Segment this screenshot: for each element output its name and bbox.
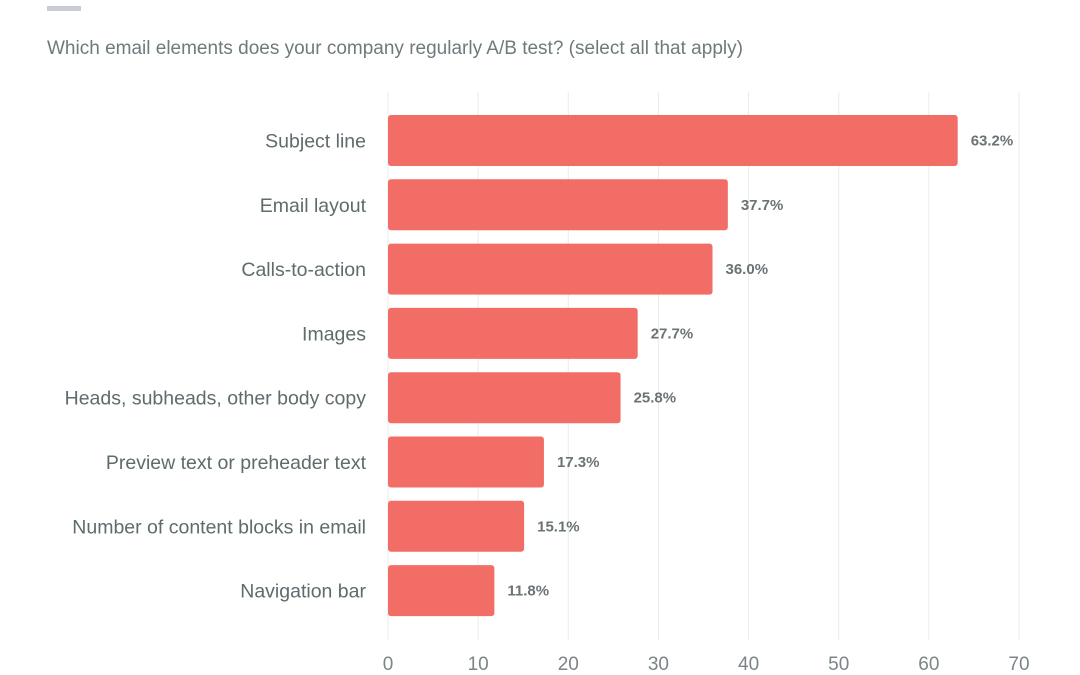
x-tick-label: 0 (383, 654, 394, 675)
chart-question: Which email elements does your company r… (47, 38, 743, 59)
value-labels: 63.2% 37.7% 36.0% 27.7% 25.8% 17.3% 15.1% 11.8% (507, 133, 1013, 600)
x-tick-label: 10 (468, 654, 489, 675)
value-label: 63.2% (971, 133, 1014, 150)
category-label: Preview text or preheader text (106, 452, 367, 474)
x-tick-label: 70 (1008, 654, 1029, 675)
x-tick-label: 40 (738, 654, 759, 675)
bar (388, 565, 495, 617)
gridlines (387, 92, 1020, 640)
category-label: Email layout (260, 195, 367, 217)
bar (388, 436, 544, 488)
category-labels: Subject line Email layout Calls-to-action I… (65, 131, 367, 603)
bar (388, 179, 728, 231)
x-tick-label: 50 (828, 654, 849, 675)
value-label: 15.1% (537, 518, 580, 535)
value-label: 27.7% (651, 325, 694, 342)
value-label: 17.3% (557, 454, 600, 471)
top-accent-bar (47, 6, 81, 11)
bar (388, 372, 621, 424)
value-label: 25.8% (634, 390, 677, 407)
x-tick-label: 60 (918, 654, 939, 675)
category-label: Images (302, 323, 366, 345)
x-axis-ticks: 0 10 20 30 40 50 60 70 (383, 654, 1030, 675)
bar (388, 307, 638, 359)
value-label: 37.7% (741, 197, 784, 214)
bar (388, 243, 713, 295)
category-label: Number of content blocks in email (72, 516, 366, 538)
category-label: Navigation bar (240, 581, 366, 603)
category-label: Calls-to-action (241, 259, 366, 281)
x-tick-label: 20 (558, 654, 579, 675)
bar (388, 500, 525, 552)
bars (388, 115, 958, 617)
value-label: 11.8% (507, 583, 549, 600)
category-label: Subject line (265, 131, 366, 153)
category-label: Heads, subheads, other body copy (65, 388, 367, 410)
bar (388, 115, 958, 166)
value-label: 36.0% (726, 261, 769, 278)
x-tick-label: 30 (648, 654, 669, 675)
